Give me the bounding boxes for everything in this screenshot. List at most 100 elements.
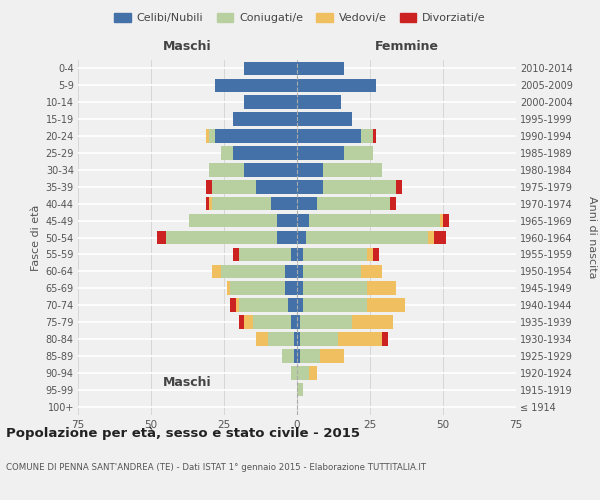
Bar bbox=[253, 316, 291, 329]
Bar bbox=[361, 264, 382, 278]
Y-axis label: Fasce di età: Fasce di età bbox=[31, 204, 41, 270]
Bar bbox=[209, 197, 212, 210]
Bar bbox=[317, 197, 391, 210]
Bar bbox=[297, 248, 303, 261]
Bar bbox=[367, 248, 373, 261]
Bar bbox=[391, 197, 396, 210]
Bar bbox=[434, 230, 446, 244]
Bar bbox=[221, 146, 233, 160]
Bar bbox=[206, 197, 209, 210]
Bar bbox=[297, 130, 361, 143]
Bar bbox=[297, 96, 341, 109]
Bar bbox=[283, 349, 294, 362]
Bar bbox=[209, 130, 215, 143]
Bar bbox=[239, 316, 244, 329]
Bar bbox=[297, 214, 308, 228]
Bar bbox=[297, 366, 308, 380]
Bar bbox=[320, 349, 344, 362]
Bar bbox=[256, 332, 268, 345]
Bar bbox=[215, 130, 297, 143]
Bar bbox=[157, 230, 166, 244]
Bar bbox=[297, 383, 303, 396]
Bar bbox=[367, 282, 396, 295]
Bar bbox=[294, 349, 297, 362]
Bar bbox=[268, 332, 294, 345]
Text: Femmine: Femmine bbox=[374, 40, 439, 53]
Text: Maschi: Maschi bbox=[163, 40, 212, 53]
Bar bbox=[271, 197, 297, 210]
Bar bbox=[233, 146, 297, 160]
Bar bbox=[300, 349, 320, 362]
Bar bbox=[212, 197, 271, 210]
Bar bbox=[291, 248, 297, 261]
Y-axis label: Anni di nascita: Anni di nascita bbox=[587, 196, 597, 279]
Bar bbox=[277, 214, 297, 228]
Bar bbox=[209, 163, 244, 176]
Bar bbox=[297, 298, 303, 312]
Text: COMUNE DI PENNA SANT'ANDREA (TE) - Dati ISTAT 1° gennaio 2015 - Elaborazione TUT: COMUNE DI PENNA SANT'ANDREA (TE) - Dati … bbox=[6, 462, 426, 471]
Bar bbox=[428, 230, 434, 244]
Bar bbox=[236, 298, 239, 312]
Bar bbox=[244, 316, 253, 329]
Bar bbox=[166, 230, 277, 244]
Bar bbox=[373, 130, 376, 143]
Bar bbox=[367, 298, 405, 312]
Bar bbox=[440, 214, 443, 228]
Bar bbox=[308, 214, 440, 228]
Bar bbox=[256, 180, 297, 194]
Bar bbox=[300, 316, 352, 329]
Bar bbox=[212, 264, 221, 278]
Bar bbox=[297, 112, 352, 126]
Bar bbox=[244, 96, 297, 109]
Bar bbox=[230, 282, 286, 295]
Bar bbox=[297, 332, 300, 345]
Bar bbox=[233, 112, 297, 126]
Bar bbox=[303, 298, 367, 312]
Bar bbox=[291, 316, 297, 329]
Bar bbox=[227, 282, 230, 295]
Bar bbox=[297, 180, 323, 194]
Bar bbox=[382, 332, 388, 345]
Bar bbox=[297, 197, 317, 210]
Bar bbox=[297, 78, 376, 92]
Bar bbox=[297, 349, 300, 362]
Bar bbox=[239, 298, 288, 312]
Text: Maschi: Maschi bbox=[163, 376, 212, 390]
Bar bbox=[277, 230, 297, 244]
Bar bbox=[306, 230, 428, 244]
Bar bbox=[206, 130, 209, 143]
Bar bbox=[338, 332, 382, 345]
Bar bbox=[286, 282, 297, 295]
Bar bbox=[308, 366, 317, 380]
Bar bbox=[230, 298, 236, 312]
Bar bbox=[297, 146, 344, 160]
Bar bbox=[297, 62, 344, 75]
Bar bbox=[352, 316, 394, 329]
Bar bbox=[244, 163, 297, 176]
Bar bbox=[323, 163, 382, 176]
Bar bbox=[361, 130, 373, 143]
Bar bbox=[233, 248, 239, 261]
Bar bbox=[323, 180, 396, 194]
Bar bbox=[221, 264, 286, 278]
Bar bbox=[303, 264, 361, 278]
Bar bbox=[189, 214, 277, 228]
Bar bbox=[297, 264, 303, 278]
Bar bbox=[244, 62, 297, 75]
Bar bbox=[291, 366, 297, 380]
Bar bbox=[396, 180, 402, 194]
Bar bbox=[239, 248, 291, 261]
Bar bbox=[373, 248, 379, 261]
Bar bbox=[286, 264, 297, 278]
Bar bbox=[297, 282, 303, 295]
Bar bbox=[297, 163, 323, 176]
Bar bbox=[344, 146, 373, 160]
Bar bbox=[294, 332, 297, 345]
Text: Popolazione per età, sesso e stato civile - 2015: Popolazione per età, sesso e stato civil… bbox=[6, 428, 360, 440]
Bar bbox=[206, 180, 212, 194]
Bar bbox=[300, 332, 338, 345]
Bar bbox=[288, 298, 297, 312]
Bar bbox=[297, 316, 300, 329]
Bar bbox=[303, 282, 367, 295]
Bar bbox=[212, 180, 256, 194]
